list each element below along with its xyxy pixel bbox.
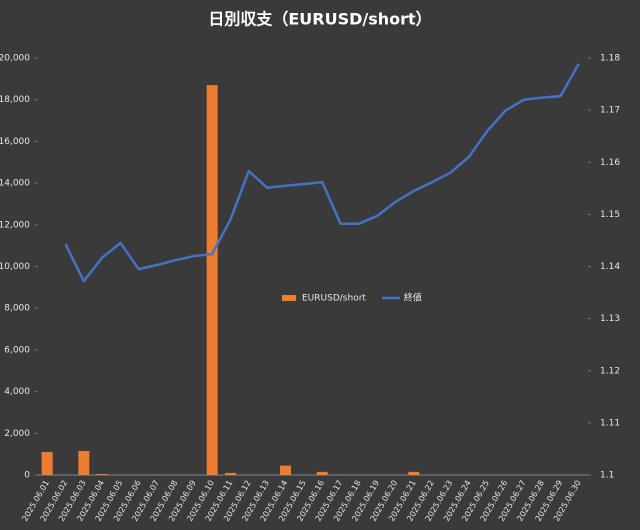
bar [206,85,218,475]
bar [316,471,328,475]
y-tick-label: 20,000 [0,54,30,64]
y-tick-label: 16,000 [0,137,30,147]
y-tick-label: 8,000 [4,304,30,314]
y2-tick-label: 1.1 [600,471,614,481]
y-tick-label: 14,000 [0,179,30,189]
y-tick-label: 2,000 [4,429,30,439]
y-tick-label: 10,000 [0,262,30,272]
chart-title: 日別収支（EURUSD/short） [208,10,431,29]
legend-label: 終値 [404,292,422,304]
y-tick-label: 4,000 [4,387,30,397]
y-tick-label: 0 [24,471,30,481]
y2-tick-label: 1.11 [600,418,620,428]
bar [96,473,108,475]
bar [78,451,90,475]
y2-tick-label: 1.14 [600,262,620,272]
y-tick-label: 6,000 [4,345,30,355]
bar [41,452,53,475]
y2-tick-label: 1.17 [600,106,620,116]
y2-tick-label: 1.13 [600,314,620,324]
y2-tick-label: 1.16 [600,158,620,168]
y2-tick-label: 1.12 [600,366,620,376]
y2-tick-label: 1.18 [600,54,620,64]
line [64,63,580,283]
legend-label: EURUSD/short [302,294,366,304]
bar [225,472,236,475]
y-tick-label: 18,000 [0,95,30,105]
bar [280,465,291,475]
legend-swatch [282,295,296,301]
y-tick-label: 12,000 [0,220,30,230]
bar [408,471,420,475]
y2-tick-label: 1.15 [600,210,620,220]
